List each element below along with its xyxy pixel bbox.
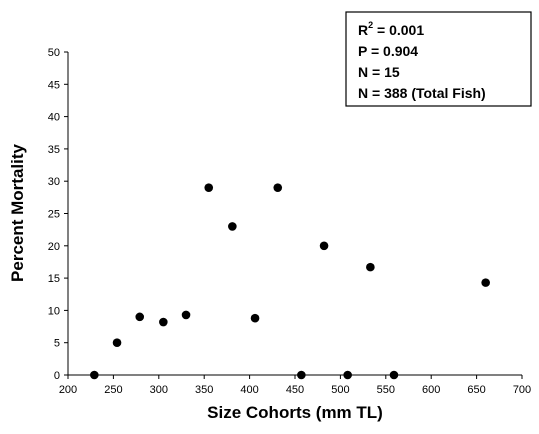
data-points <box>90 183 490 380</box>
y-tick-label: 40 <box>48 112 60 124</box>
y-tick-label: 50 <box>48 47 60 59</box>
data-point <box>204 183 214 192</box>
y-tick-label: 15 <box>48 273 60 285</box>
data-point <box>273 183 283 192</box>
p-value-text: P = 0.904 <box>358 43 418 59</box>
n-total-fish-text: N = 388 (Total Fish) <box>358 85 486 101</box>
data-point <box>297 370 306 380</box>
y-tick-label: 10 <box>48 305 60 317</box>
n-cohorts-text: N = 15 <box>358 64 400 80</box>
x-tick-label: 200 <box>59 384 77 396</box>
x-tick-label: 450 <box>286 384 304 396</box>
x-tick-label: 300 <box>150 384 168 396</box>
stats-annotation: R2 = 0.001 P = 0.904 N = 15 N = 388 (Tot… <box>345 11 532 107</box>
data-point <box>366 262 375 272</box>
data-point <box>112 338 122 348</box>
y-tick-label: 30 <box>48 176 60 188</box>
y-tick-label: 5 <box>54 338 60 350</box>
data-point <box>228 222 237 231</box>
ticks: 200 250 300 350 400 450 500 550 600 650 700 0 5 10 15 2… <box>48 47 531 396</box>
x-tick-label: 700 <box>513 384 531 396</box>
y-tick-label: 35 <box>48 144 60 156</box>
x-tick-label: 350 <box>195 384 213 396</box>
data-point <box>135 312 145 322</box>
r2-superscript: 2 <box>368 20 373 30</box>
stats-box <box>345 11 532 107</box>
y-tick-label: 45 <box>48 79 60 91</box>
x-tick-label: 500 <box>331 384 349 396</box>
data-point <box>181 310 191 320</box>
data-point <box>319 241 329 251</box>
data-point <box>481 278 490 287</box>
x-tick-label: 600 <box>422 384 440 396</box>
y-tick-label: 0 <box>54 370 60 382</box>
data-point <box>90 370 99 380</box>
r2-prefix: R <box>358 22 368 38</box>
x-tick-label: 650 <box>467 384 485 396</box>
x-tick-label: 250 <box>104 384 122 396</box>
r-squared-text: R2 = 0.001 <box>358 20 424 38</box>
y-tick-label: 25 <box>48 209 60 221</box>
data-point <box>389 370 399 380</box>
x-tick-label: 400 <box>240 384 258 396</box>
y-tick-label: 20 <box>48 241 60 253</box>
x-tick-label: 550 <box>377 384 395 396</box>
data-point <box>250 313 260 323</box>
data-point <box>343 370 352 380</box>
data-point <box>159 317 168 327</box>
y-axis-title: Percent Mortality <box>8 143 27 281</box>
x-axis-title: Size Cohorts (mm TL) <box>207 403 383 422</box>
r2-value: = 0.001 <box>373 22 424 38</box>
